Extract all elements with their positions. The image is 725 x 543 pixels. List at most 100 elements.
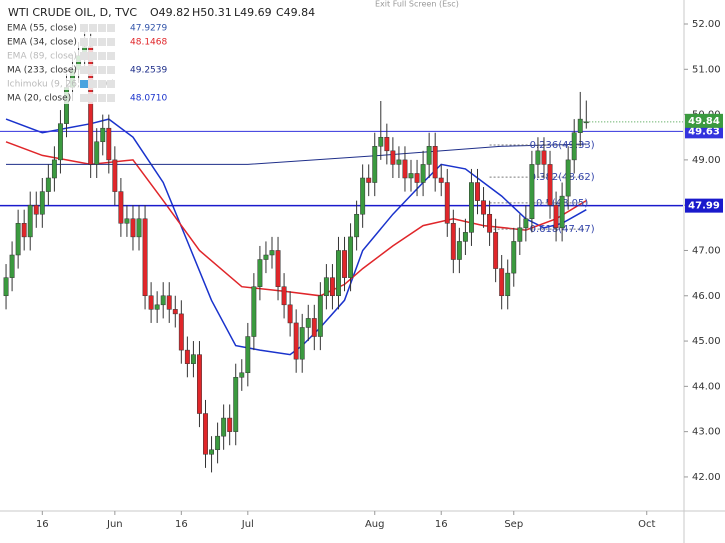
candle-body: [547, 164, 553, 206]
candle-body: [263, 254, 269, 260]
legend-icon: [107, 52, 115, 60]
candle-body: [166, 295, 172, 310]
candle-body: [329, 277, 335, 297]
candle-body: [275, 250, 281, 287]
last-price-tag: [685, 113, 723, 128]
candle-body: [287, 304, 293, 324]
legend-value: 48.1468: [130, 38, 167, 48]
candle-body: [3, 277, 9, 297]
candle-body: [124, 218, 130, 224]
candle-body: [559, 195, 565, 229]
candle-body: [396, 159, 402, 165]
y-tick-label: 46.00: [692, 291, 721, 302]
candle-body: [414, 173, 420, 183]
candle-body: [209, 449, 214, 455]
candle-body: [245, 336, 251, 374]
legend-icon: [80, 52, 88, 60]
x-tick-label: Oct: [638, 519, 655, 530]
candle-body: [402, 159, 408, 179]
candle-body: [221, 417, 227, 437]
candle-body: [450, 223, 456, 260]
overlay: WTI CRUDE OIL, D, TVC Exit Full Screen (…: [4, 0, 723, 530]
y-tick-label: 45.00: [692, 336, 721, 347]
legend-icon: [89, 66, 97, 74]
x-tick-label: Jul: [241, 519, 254, 530]
x-tick-label: Sep: [504, 519, 523, 530]
candle-body: [336, 250, 341, 297]
candle-body: [178, 313, 184, 351]
candle-body: [15, 223, 21, 256]
legend-icon: [89, 52, 97, 60]
candle-body: [438, 177, 444, 183]
candle-body: [541, 150, 547, 165]
candle-body: [106, 127, 112, 161]
candle-body: [305, 318, 311, 328]
legend-icon: [80, 38, 88, 46]
candle-body: [160, 295, 166, 306]
last-price-label: 49.84: [688, 116, 720, 127]
y-tick-label: 44.00: [692, 381, 721, 392]
candle-body: [39, 191, 45, 215]
x-tick-label: 16: [435, 519, 448, 530]
fib-label: 0.236(49.33): [530, 140, 595, 151]
legend-icon: [89, 24, 97, 32]
x-tick-label: 16: [175, 519, 188, 530]
candle-body: [426, 146, 432, 165]
legend-icon: [89, 38, 97, 46]
candle-body: [311, 318, 317, 337]
candle-body: [251, 286, 257, 337]
candle-body: [535, 150, 541, 165]
ohlc-value: O49.82: [150, 6, 190, 19]
candle-body: [94, 141, 100, 165]
candle-body: [511, 241, 517, 274]
candle-body: [21, 223, 27, 238]
candle-body: [154, 304, 160, 310]
candle-body: [148, 295, 154, 310]
candle-body: [481, 200, 486, 215]
legend-icon: [80, 24, 88, 32]
candle-body: [323, 277, 329, 297]
ohlc-value: H50.31: [192, 6, 232, 19]
candle-body: [299, 327, 305, 360]
legend-icon: [98, 38, 106, 46]
legend-icon: [107, 38, 115, 46]
candle-body: [27, 204, 33, 238]
candle-body: [487, 213, 493, 233]
legend-name: EMA (89, close): [7, 52, 77, 62]
candle-body: [571, 132, 577, 161]
candle-body: [130, 218, 136, 238]
y-tick-label: 47.00: [692, 245, 721, 256]
candle-body: [517, 227, 523, 242]
x-tick-label: Aug: [365, 519, 385, 530]
candle-body: [493, 232, 499, 269]
candle-body: [227, 417, 233, 432]
candle-body: [523, 218, 529, 229]
candle-body: [348, 236, 354, 278]
price-tag: [685, 198, 723, 213]
legend-name: MA (233, close): [7, 66, 77, 76]
candle-body: [239, 372, 245, 378]
candle-body: [100, 127, 106, 143]
plot-area: 0.236(49.33)0.382(48.62)0.5(48.05)0.618(…: [0, 24, 683, 473]
candle-body: [172, 309, 178, 315]
legend-icon: [98, 24, 106, 32]
candle-body: [281, 286, 287, 306]
legend-name: EMA (55, close): [7, 24, 77, 34]
legend-icon: [98, 80, 106, 88]
candle-body: [456, 241, 462, 260]
candle-body: [45, 177, 51, 192]
legend-icon: [80, 66, 88, 74]
candle-body: [203, 413, 208, 455]
legend-icon: [107, 24, 115, 32]
legend-name: EMA (34, close): [7, 38, 77, 48]
price-tag: [685, 124, 723, 139]
legend-value: 47.9279: [130, 24, 167, 34]
tooltip: Exit Full Screen (Esc): [375, 0, 459, 9]
legend-icon: [89, 80, 97, 88]
candle-body: [390, 150, 396, 165]
ohlc-value: C49.84: [276, 6, 315, 19]
y-tick-label: 49.00: [692, 155, 721, 166]
y-tick-label: 51.00: [692, 64, 721, 75]
